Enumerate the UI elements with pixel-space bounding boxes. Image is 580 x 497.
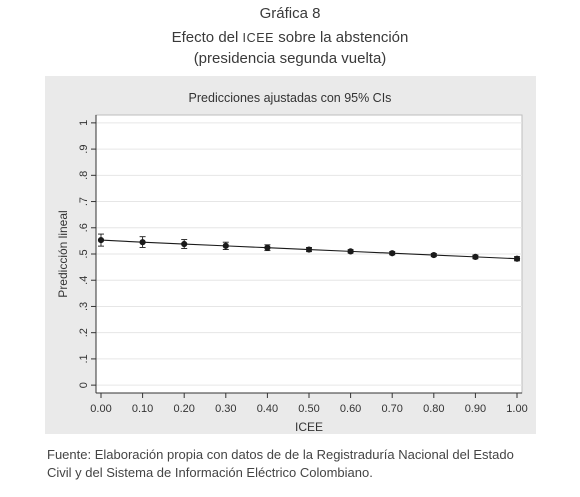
- source-line-2: Civil y del Sistema de Información Eléct…: [47, 465, 373, 480]
- x-tick-label: 0.90: [465, 403, 486, 415]
- x-tick-label: 1.00: [506, 403, 527, 415]
- x-tick-label: 0.00: [90, 403, 111, 415]
- data-point: [181, 240, 188, 248]
- prediction-chart: Predicciones ajustadas con 95% CIs 0 .1 .2.…: [56, 91, 528, 434]
- data-point: [139, 239, 146, 246]
- x-tick-label: 0.60: [340, 403, 361, 415]
- chart-title: Predicciones ajustadas con 95% CIs: [189, 91, 392, 105]
- x-tick-label: 0.80: [423, 403, 444, 415]
- data-point: [389, 250, 396, 257]
- y-tick-label: .9: [78, 145, 90, 154]
- source-note: Fuente: Elaboración propia con datos de …: [47, 446, 567, 482]
- x-tick-label: 0.70: [381, 403, 402, 415]
- y-tick-label: 0: [78, 382, 90, 388]
- y-tick-label: .8: [78, 171, 90, 180]
- chart-panel: Predicciones ajustadas con 95% CIs 0 .1 .2.…: [45, 76, 536, 434]
- y-tick-label: .7: [78, 197, 90, 206]
- data-point: [513, 255, 521, 262]
- source-line-1: Fuente: Elaboración propia con datos de …: [47, 447, 514, 462]
- x-tick-label: 0.20: [173, 403, 194, 415]
- y-tick-label: .6: [78, 223, 90, 232]
- y-tick-label: .5: [78, 249, 90, 258]
- data-point: [472, 253, 479, 260]
- figure-title-post: sobre la abstención: [274, 29, 409, 46]
- x-tick-label: 0.50: [298, 403, 319, 415]
- y-axis-label: Predicción lineal: [56, 210, 70, 297]
- y-tick-label: .3: [78, 302, 90, 311]
- figure-title-abbr: ICEE: [242, 31, 275, 45]
- data-point: [347, 248, 354, 255]
- x-tick-label: 0.40: [257, 403, 278, 415]
- y-tick-label: .4: [78, 276, 90, 285]
- data-point: [305, 246, 313, 253]
- data-point: [430, 251, 437, 259]
- x-tick-label: 0.10: [132, 403, 153, 415]
- x-tick-label: 0.30: [215, 403, 236, 415]
- y-tick-label: .2: [78, 328, 90, 337]
- x-axis-label: ICEE: [295, 420, 323, 434]
- data-point: [222, 242, 229, 249]
- figure-title: Efecto del ICEE sobre la abstención: [0, 29, 580, 46]
- y-tick-label: .1: [78, 354, 90, 363]
- data-point: [264, 244, 271, 251]
- data-point: [97, 237, 105, 244]
- figure-title-pre: Efecto del: [171, 29, 243, 46]
- y-tick-label: 1: [78, 120, 90, 126]
- figure-subtitle: (presidencia segunda vuelta): [193, 50, 387, 67]
- figure-number: Gráfica 8: [259, 5, 321, 22]
